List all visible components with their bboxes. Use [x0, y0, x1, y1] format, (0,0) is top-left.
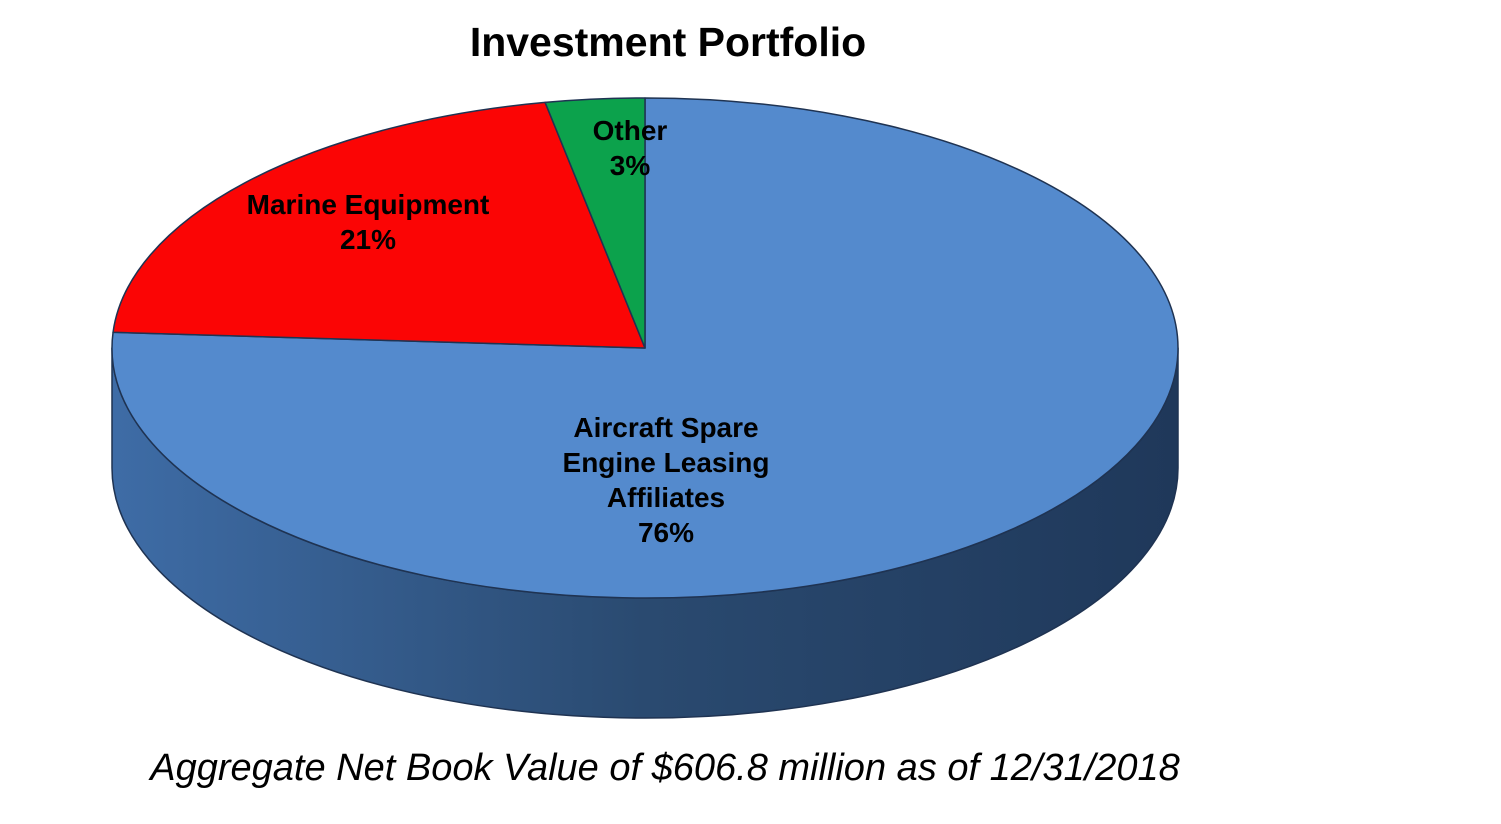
slice-label-line: Affiliates	[606, 482, 726, 513]
slice-percent: 21%	[339, 224, 397, 255]
chart-caption: Aggregate Net Book Value of $606.8 milli…	[150, 747, 1180, 789]
slice-label-aircraft: Aircraft Spare Engine Leasing Affiliates…	[563, 410, 770, 550]
slice-percent: 76%	[637, 517, 695, 548]
slice-label-line: Other	[592, 115, 668, 146]
slice-label-line: Engine Leasing	[562, 447, 770, 478]
slice-label-marine: Marine Equipment 21%	[247, 187, 490, 257]
pie-slice-marine	[112, 101, 646, 349]
chart-title: Investment Portfolio	[469, 19, 867, 65]
slice-percent: 3%	[609, 150, 651, 181]
slice-label-other: Other 3%	[593, 113, 668, 183]
slice-label-line: Marine Equipment	[246, 189, 490, 220]
pie-slice-other	[544, 97, 646, 349]
slice-label-line: Aircraft Spare	[573, 412, 759, 443]
